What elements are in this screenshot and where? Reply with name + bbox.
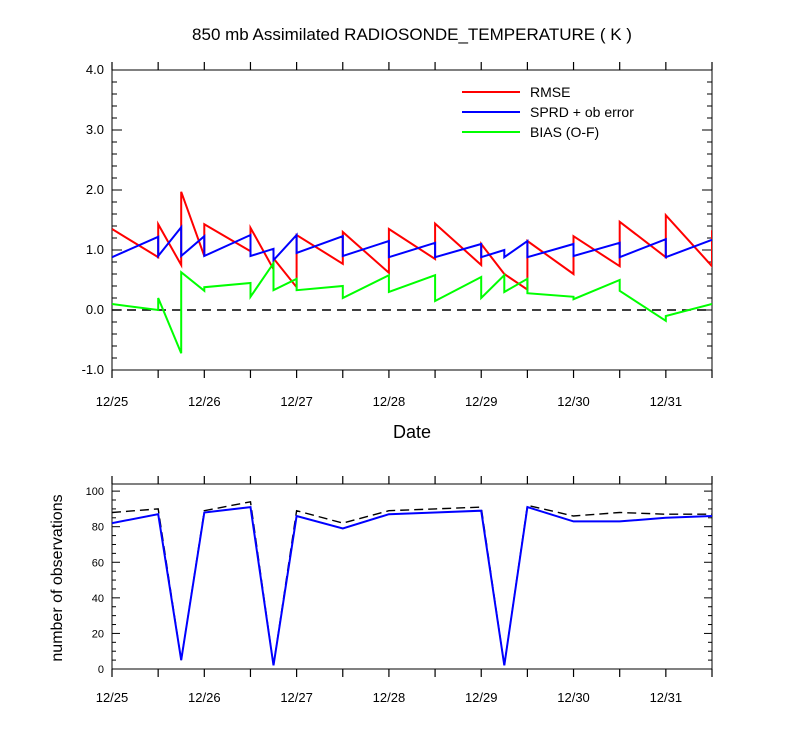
legend: RMSE SPRD + ob error BIAS (O-F) (462, 84, 634, 140)
y-tick-label: 2.0 (86, 182, 104, 197)
y-tick-label: 0 (98, 664, 104, 676)
x-tick-label: 12/26 (188, 394, 221, 409)
x-tick-label: 12/29 (465, 690, 498, 705)
x-tick-label: 12/31 (650, 394, 683, 409)
y-tick-label: 4.0 (86, 62, 104, 77)
legend-label: BIAS (O-F) (530, 124, 599, 140)
y-tick-label: 0.0 (86, 302, 104, 317)
legend-label: SPRD + ob error (530, 104, 634, 120)
plot-frame (111, 483, 713, 670)
x-axis-label: Date (393, 422, 431, 442)
y-tick-labels: 0 20 40 60 80 100 (86, 486, 104, 676)
y-tick-label: 80 (92, 522, 104, 534)
y-tick-label: 1.0 (86, 242, 104, 257)
series-sprd-ob-error (112, 224, 712, 263)
x-tick-label: 12/27 (280, 690, 313, 705)
y-tick-label: 20 (92, 628, 104, 640)
series-lines (112, 191, 712, 354)
y-tick-label: 40 (92, 593, 104, 605)
series-bias-o-f (112, 259, 712, 354)
x-tick-label: 12/28 (373, 690, 406, 705)
x-tick-label: 12/30 (557, 394, 590, 409)
x-tick-labels: 12/25 12/26 12/27 12/28 12/29 12/30 12/31 (96, 690, 682, 705)
series-rmse (112, 191, 712, 292)
series-lines (112, 500, 712, 666)
y-tick-label: 3.0 (86, 122, 104, 137)
x-tick-label: 12/31 (650, 690, 683, 705)
chart-title: 850 mb Assimilated RADIOSONDE_TEMPERATUR… (192, 25, 632, 44)
x-tick-label: 12/25 (96, 394, 129, 409)
x-tick-labels: 12/25 12/26 12/27 12/28 12/29 12/30 12/31 (96, 394, 682, 409)
y-axis-label: number of observations (49, 494, 66, 661)
y-tick-label: -1.0 (82, 362, 104, 377)
series-observations-assimilated (112, 505, 712, 666)
x-tick-label: 12/25 (96, 690, 129, 705)
y-tick-labels: -1.0 0.0 1.0 2.0 3.0 4.0 (82, 62, 104, 377)
x-tick-label: 12/28 (373, 394, 406, 409)
x-tick-label: 12/29 (465, 394, 498, 409)
x-tick-label: 12/26 (188, 690, 221, 705)
plot-frame (111, 69, 713, 371)
top-chart: 850 mb Assimilated RADIOSONDE_TEMPERATUR… (82, 25, 713, 442)
y-tick-label: 100 (86, 486, 104, 498)
y-tick-label: 60 (92, 557, 104, 569)
legend-label: RMSE (530, 84, 570, 100)
x-tick-label: 12/27 (280, 394, 313, 409)
axis-ticks (111, 476, 713, 677)
x-tick-label: 12/30 (557, 690, 590, 705)
